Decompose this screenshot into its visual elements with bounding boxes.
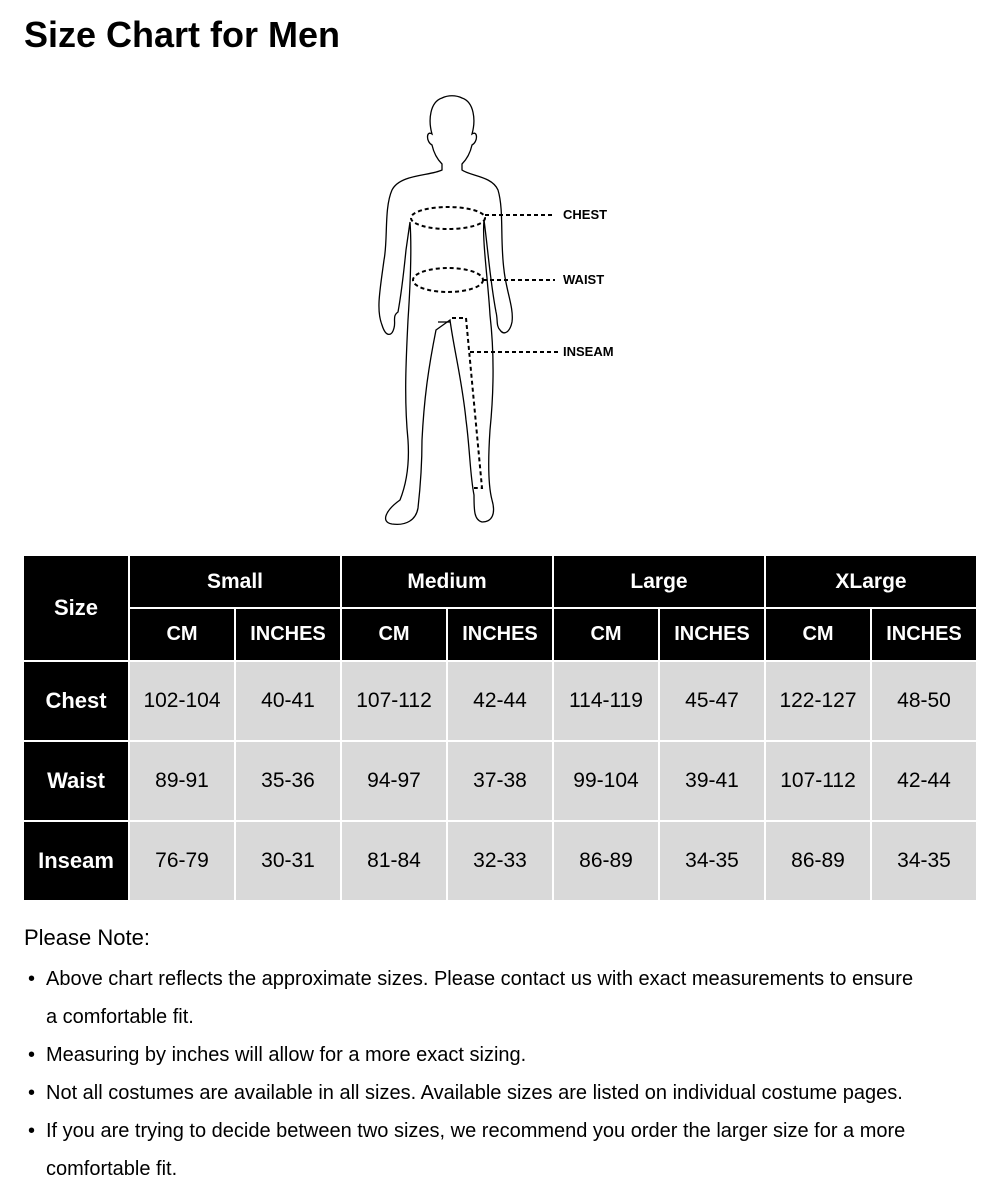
table-cell: 39-41 xyxy=(660,742,764,820)
table-cell: 32-33 xyxy=(448,822,552,900)
unit-header-cm: CM xyxy=(130,609,234,660)
table-cell: 86-89 xyxy=(766,822,870,900)
unit-header-inches: INCHES xyxy=(872,609,976,660)
table-cell: 102-104 xyxy=(130,662,234,740)
table-cell: 94-97 xyxy=(342,742,446,820)
unit-header-cm: CM xyxy=(342,609,446,660)
table-cell: 81-84 xyxy=(342,822,446,900)
body-outline xyxy=(378,95,513,526)
note-text: Measuring by inches will allow for a mor… xyxy=(46,1044,527,1066)
row-header-inseam: Inseam xyxy=(24,822,128,900)
measurement-guides xyxy=(410,206,560,489)
table-cell: 89-91 xyxy=(130,742,234,820)
row-header-chest: Chest xyxy=(24,662,128,740)
note-item: • If you are trying to decide between two… xyxy=(24,1112,984,1188)
table-cell: 34-35 xyxy=(660,822,764,900)
notes-section: Please Note: • Above chart reflects the a… xyxy=(24,925,984,1188)
unit-header-inches: INCHES xyxy=(448,609,552,660)
size-xlarge-header: XLarge xyxy=(766,556,976,607)
note-item: • Not all costumes are available in all s… xyxy=(24,1074,984,1112)
size-chart-table: Size Small Medium Large XLarge CM INCHES… xyxy=(23,555,977,902)
unit-header-inches: INCHES xyxy=(236,609,340,660)
table-cell: 114-119 xyxy=(554,662,658,740)
table-cell: 122-127 xyxy=(766,662,870,740)
page-title: Size Chart for Men xyxy=(24,14,341,55)
table-cell: 37-38 xyxy=(448,742,552,820)
size-small-header: Small xyxy=(130,556,340,607)
table-cell: 107-112 xyxy=(342,662,446,740)
bullet: • xyxy=(28,1044,36,1066)
table-cell: 76-79 xyxy=(130,822,234,900)
table-cell: 42-44 xyxy=(872,742,976,820)
note-text: Above chart reflects the approximate siz… xyxy=(46,968,914,1028)
table-cell: 99-104 xyxy=(554,742,658,820)
table-cell: 86-89 xyxy=(554,822,658,900)
chest-label: CHEST xyxy=(563,207,607,222)
size-header: Size xyxy=(24,556,128,660)
size-medium-header: Medium xyxy=(342,556,552,607)
bullet: • xyxy=(28,1120,36,1142)
table-cell: 35-36 xyxy=(236,742,340,820)
table-cell: 34-35 xyxy=(872,822,976,900)
note-text: Not all costumes are available in all si… xyxy=(46,1082,903,1104)
note-item: • Above chart reflects the approximate si… xyxy=(24,960,984,1036)
unit-header-cm: CM xyxy=(554,609,658,660)
inseam-label: INSEAM xyxy=(563,344,614,359)
notes-title: Please Note: xyxy=(24,925,150,950)
body-measurement-figure: CHEST WAIST INSEAM xyxy=(378,95,614,526)
table-cell: 45-47 xyxy=(660,662,764,740)
unit-header-inches: INCHES xyxy=(660,609,764,660)
bullet: • xyxy=(28,968,36,990)
note-text: If you are trying to decide between two … xyxy=(46,1120,906,1180)
table-cell: 42-44 xyxy=(448,662,552,740)
table-cell: 48-50 xyxy=(872,662,976,740)
bullet: • xyxy=(28,1082,36,1104)
row-header-waist: Waist xyxy=(24,742,128,820)
unit-header-cm: CM xyxy=(766,609,870,660)
table-cell: 30-31 xyxy=(236,822,340,900)
table-cell: 40-41 xyxy=(236,662,340,740)
size-large-header: Large xyxy=(554,556,764,607)
table-cell: 107-112 xyxy=(766,742,870,820)
note-item: • Measuring by inches will allow for a mo… xyxy=(24,1036,984,1074)
waist-label: WAIST xyxy=(563,272,604,287)
